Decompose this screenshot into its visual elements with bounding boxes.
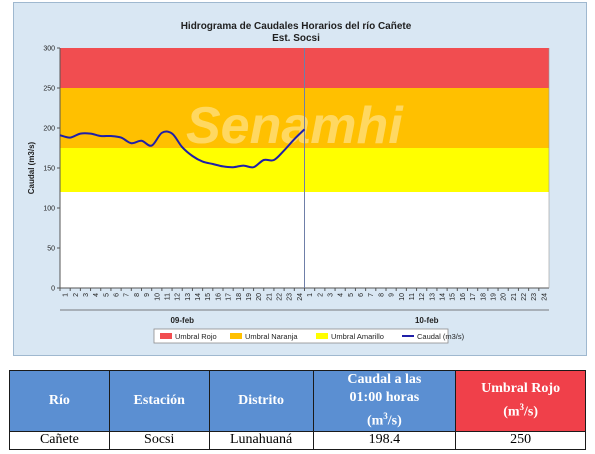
legend-box [153,328,449,344]
x-tick-label: 14 [440,293,447,301]
header-umbral-unit-end: /s) [524,404,539,420]
x-tick-label: 23 [531,293,538,301]
table-header-row: Río Estación Distrito Caudal a las 01:00… [9,370,586,432]
x-tick-label: 1 [307,293,314,297]
x-tick-label: 23 [287,293,294,301]
chart-subtitle: Est. Socsi [272,33,320,44]
x-tick-label: 17 [226,293,233,301]
header-umbral-line1: Umbral Rojo [481,381,561,396]
x-tick-label: 22 [521,293,528,301]
chart-frame: Hidrograma de Caudales Horarios del río … [13,2,587,356]
header-caudal-line2: 01:00 horas [349,390,420,405]
x-tick-label: 21 [511,293,518,301]
day-label: 09-feb [170,316,194,325]
header-umbral-unit: (m [503,404,520,420]
chart-title: Hidrograma de Caudales Horarios del río … [181,21,412,32]
x-tick-label: 13 [429,293,436,301]
series-layer [59,128,306,169]
legend-label: Caudal (m3/s) [417,332,465,341]
x-tick-label: 10 [154,293,161,301]
y-tick-label: 150 [43,166,55,173]
header-distrito: Distrito [208,370,314,432]
cell-distrito: Lunahuaná [208,430,314,450]
legend-label: Umbral Naranja [245,332,298,341]
x-tick-label: 24 [541,293,548,301]
y-axis-label: Caudal (m3/s) [27,141,36,194]
x-tick-label: 4 [93,293,100,297]
x-tick-label: 3 [83,293,90,297]
x-tick-label: 9 [389,293,396,297]
x-tick-label: 6 [358,293,365,297]
x-tick-label: 11 [409,293,416,300]
y-tick-label: 250 [43,86,55,93]
x-tick-label: 16 [215,293,222,301]
header-caudal-unit-end: /s) [387,413,402,429]
x-tick-label: 18 [480,293,487,301]
y-tick-label: 300 [43,46,55,53]
header-caudal: Caudal a las 01:00 horas (m3/s) [312,370,457,432]
header-caudal-line1: Caudal a las [347,372,422,387]
x-tick-label: 14 [195,293,202,301]
x-tick-label: 7 [124,293,131,297]
x-tick-label: 20 [501,293,508,301]
x-tick-label: 18 [236,293,243,301]
header-estacion: Estación [108,370,210,432]
y-tick-label: 50 [47,246,55,253]
x-tick-label: 22 [277,293,284,301]
table-row: Cañete Socsi Lunahuaná 198.4 250 [9,430,586,450]
header-umbral-sup: 3 [519,402,525,412]
x-tick-label: 21 [266,293,273,301]
x-tick-label: 7 [368,293,375,297]
legend: Umbral Rojo Umbral Naranja Umbral Amarillo… [153,328,465,344]
x-tick-label: 12 [175,293,182,301]
x-tick-label: 10 [399,293,406,301]
y-tick-label: 200 [43,126,55,133]
cell-estacion: Socsi [108,430,210,450]
x-tick-label: 5 [103,293,110,297]
cell-rio: Cañete [9,430,110,450]
header-umbral-rojo: Umbral Rojo (m3/s) [455,370,586,432]
y-tick-label: 0 [51,286,55,293]
station-table: Río Estación Distrito Caudal a las 01:00… [9,370,586,450]
legend-swatch [316,333,328,339]
x-tick-label: 19 [246,293,253,301]
x-tick-label: 4 [338,293,345,297]
legend-label: Umbral Amarillo [331,332,384,341]
hydrograph-chart: Hidrograma de Caudales Horarios del río … [27,21,550,344]
x-tick-label: 13 [185,293,192,301]
watermark-text: Senamhi [186,97,404,155]
day-label: 10-feb [415,316,439,325]
legend-swatch [230,333,242,339]
x-tick-label: 9 [144,293,151,297]
x-tick-label: 8 [378,293,385,297]
x-tick-label: 2 [317,293,324,297]
x-tick-label: 11 [164,293,171,300]
header-caudal-unit: (m [366,413,384,429]
x-tick-label: 8 [134,293,141,297]
x-tick-label: 5 [348,293,355,297]
x-tick-label: 24 [297,293,304,301]
x-tick-label: 2 [73,293,80,297]
legend-swatch [160,333,172,339]
legend-label: Umbral Rojo [175,332,217,341]
cell-caudal: 198.4 [312,430,457,450]
x-tick-label: 19 [490,293,497,301]
x-tick-label: 16 [460,293,467,301]
x-tick-label: 12 [419,293,426,301]
x-tick-label: 1 [63,293,70,297]
header-caudal-sup: 3 [383,411,388,421]
x-tick-label: 17 [470,293,477,301]
x-tick-label: 3 [327,293,334,297]
x-tick-label: 15 [450,293,457,301]
header-rio: Río [9,370,110,432]
x-tick-label: 15 [205,293,212,301]
cell-umbral: 250 [455,430,586,450]
x-tick-label: 20 [256,293,263,301]
x-tick-label: 6 [114,293,121,297]
y-tick-label: 100 [43,206,55,213]
